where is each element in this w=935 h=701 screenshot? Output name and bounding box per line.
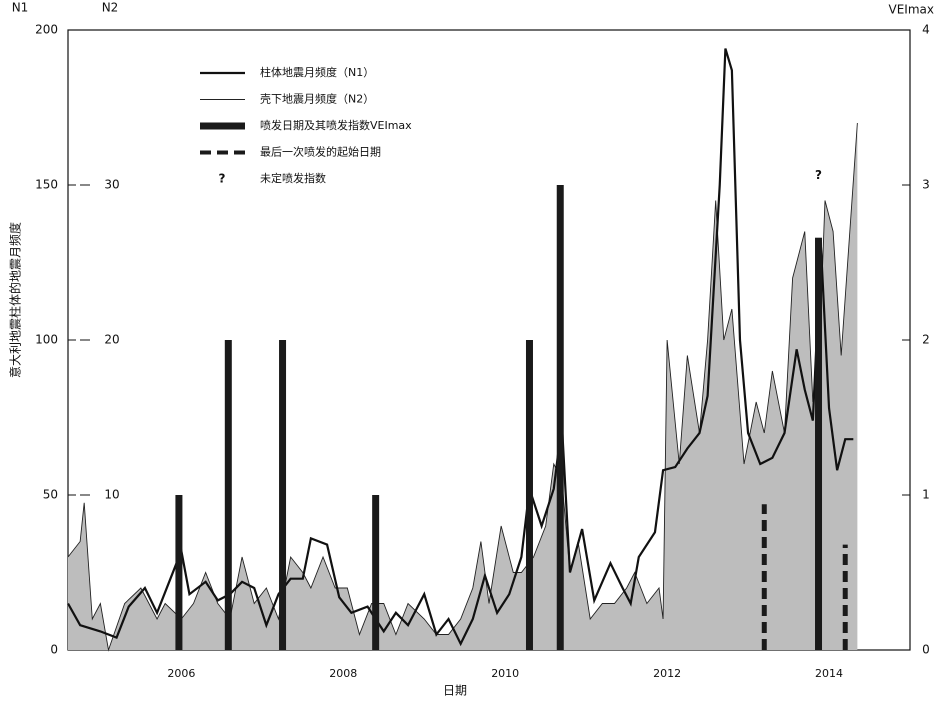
y-tick-label: 50 xyxy=(43,488,58,502)
n2-axis-title: N2 xyxy=(102,1,119,15)
y-tick-label: 200 xyxy=(35,23,58,37)
eruption-bar xyxy=(815,237,823,650)
legend-label: 壳下地震月频度（N2） xyxy=(260,92,374,106)
x-axis-label: 日期 xyxy=(443,684,467,698)
eruption-bar xyxy=(372,495,380,650)
x-tick-label: 2008 xyxy=(329,667,357,680)
y-tick-label: 0 xyxy=(50,643,58,657)
y-tick-label: 150 xyxy=(35,178,58,192)
y2-axis-title: VEImax xyxy=(889,3,934,17)
y-tick-label: 100 xyxy=(35,333,58,347)
n2-tick-label: 30 xyxy=(104,178,119,192)
eruption-bar xyxy=(525,340,533,650)
unknown-vei-marker: ? xyxy=(815,168,822,182)
legend-label: 喷发日期及其喷发指数VEImax xyxy=(260,118,412,132)
n2-line xyxy=(67,122,858,652)
eruption-bar xyxy=(279,340,287,650)
x-tick-label: 2012 xyxy=(653,667,681,680)
eruption-bar xyxy=(556,185,564,650)
y2-tick-label: 3 xyxy=(922,178,930,192)
n2-tick-label: 20 xyxy=(104,333,119,347)
y2-tick-label: 1 xyxy=(922,488,930,502)
n1-line xyxy=(67,48,854,647)
y-axis-title: N1 xyxy=(12,1,29,15)
legend-label: 最后一次喷发的起始日期 xyxy=(260,145,381,159)
eruption-bar xyxy=(175,495,183,650)
y-axis-label: 意大利地震柱体的地震月频度 xyxy=(8,222,23,378)
y2-tick-label: 2 xyxy=(922,333,930,347)
legend-label: 柱体地震月频度（N1） xyxy=(260,65,374,79)
x-tick-label: 2014 xyxy=(815,667,843,680)
x-tick-label: 2006 xyxy=(167,667,195,680)
legend-swatch: ? xyxy=(219,172,226,186)
x-tick-label: 2010 xyxy=(491,667,519,680)
y2-tick-label: 4 xyxy=(922,23,930,37)
n2-area xyxy=(68,123,858,650)
legend-label: 未定喷发指数 xyxy=(260,171,326,185)
y2-tick-label: 0 xyxy=(922,643,930,657)
n2-tick-label: 10 xyxy=(104,488,119,502)
eruption-bar xyxy=(224,340,232,650)
